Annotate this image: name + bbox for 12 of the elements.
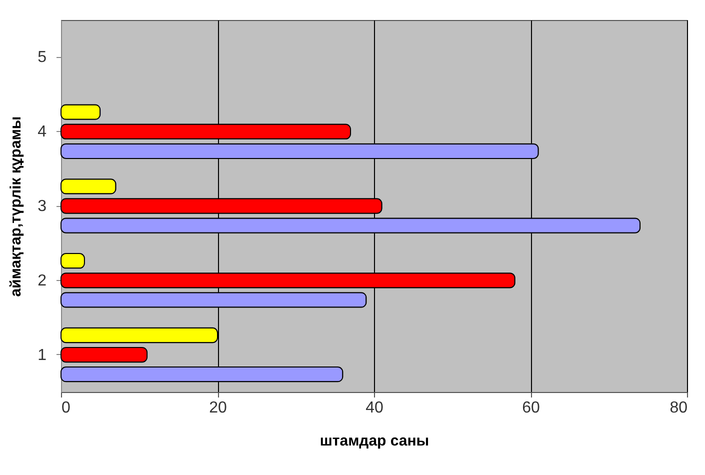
y-tick-label: 3 bbox=[38, 198, 47, 215]
y-tick-label: 5 bbox=[38, 49, 47, 66]
y-tick-label: 4 bbox=[38, 124, 47, 141]
x-tick-label: 0 bbox=[62, 400, 70, 416]
y-axis-title: аймақтар,түрлік құрамы bbox=[8, 116, 25, 297]
x-tick-label: 80 bbox=[670, 400, 688, 416]
x-tick-label: 60 bbox=[522, 400, 540, 416]
x-tick-label: 20 bbox=[209, 400, 227, 416]
x-tick-label: 40 bbox=[366, 400, 384, 416]
y-tick-label: 1 bbox=[38, 346, 47, 364]
x-axis-title: штамдар саны bbox=[320, 432, 430, 450]
y-tick-label: 2 bbox=[38, 272, 47, 290]
